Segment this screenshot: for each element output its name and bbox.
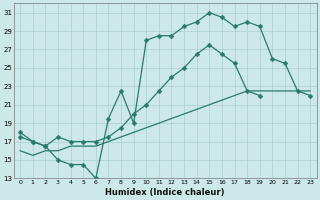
X-axis label: Humidex (Indice chaleur): Humidex (Indice chaleur) (106, 188, 225, 197)
